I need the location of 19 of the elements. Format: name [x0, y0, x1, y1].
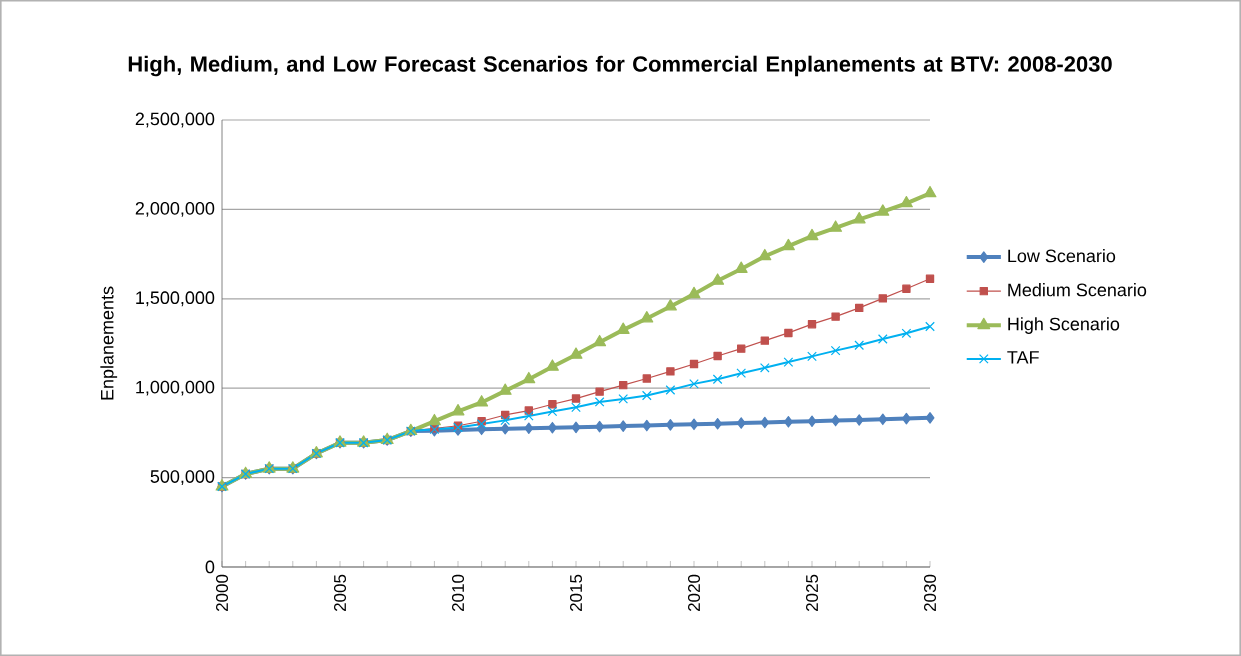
chart-title: High, Medium, and Low Forecast Scenarios for Commercial Enplanements at BTV: 2008-2030: [128, 55, 1112, 77]
legend-label: TAF: [1007, 351, 1039, 364]
legend-label: High Scenario: [1008, 317, 1120, 334]
y-tick-label: 2,500,000: [135, 112, 215, 128]
y-tick-label: 500,000: [150, 470, 215, 486]
y-tick-label: 2,000,000: [135, 201, 215, 217]
y-tick-label: 1,000,000: [136, 380, 215, 396]
legend-label: Medium Scenario: [1008, 283, 1147, 297]
x-tick-label: 2025: [806, 574, 819, 612]
y-axis-title: Enplanements: [100, 286, 118, 400]
x-tick-label: 2005: [334, 574, 347, 612]
legend-label: Low Scenario: [1008, 249, 1116, 263]
x-tick-label: 2015: [570, 574, 583, 612]
y-tick-label: 0: [205, 560, 215, 574]
y-tick-label: 1,500,000: [136, 291, 215, 307]
x-tick-label: 2030: [924, 574, 937, 612]
x-tick-label: 2020: [688, 574, 701, 612]
x-tick-label: 2000: [216, 574, 229, 612]
x-tick-label: 2010: [452, 574, 465, 612]
